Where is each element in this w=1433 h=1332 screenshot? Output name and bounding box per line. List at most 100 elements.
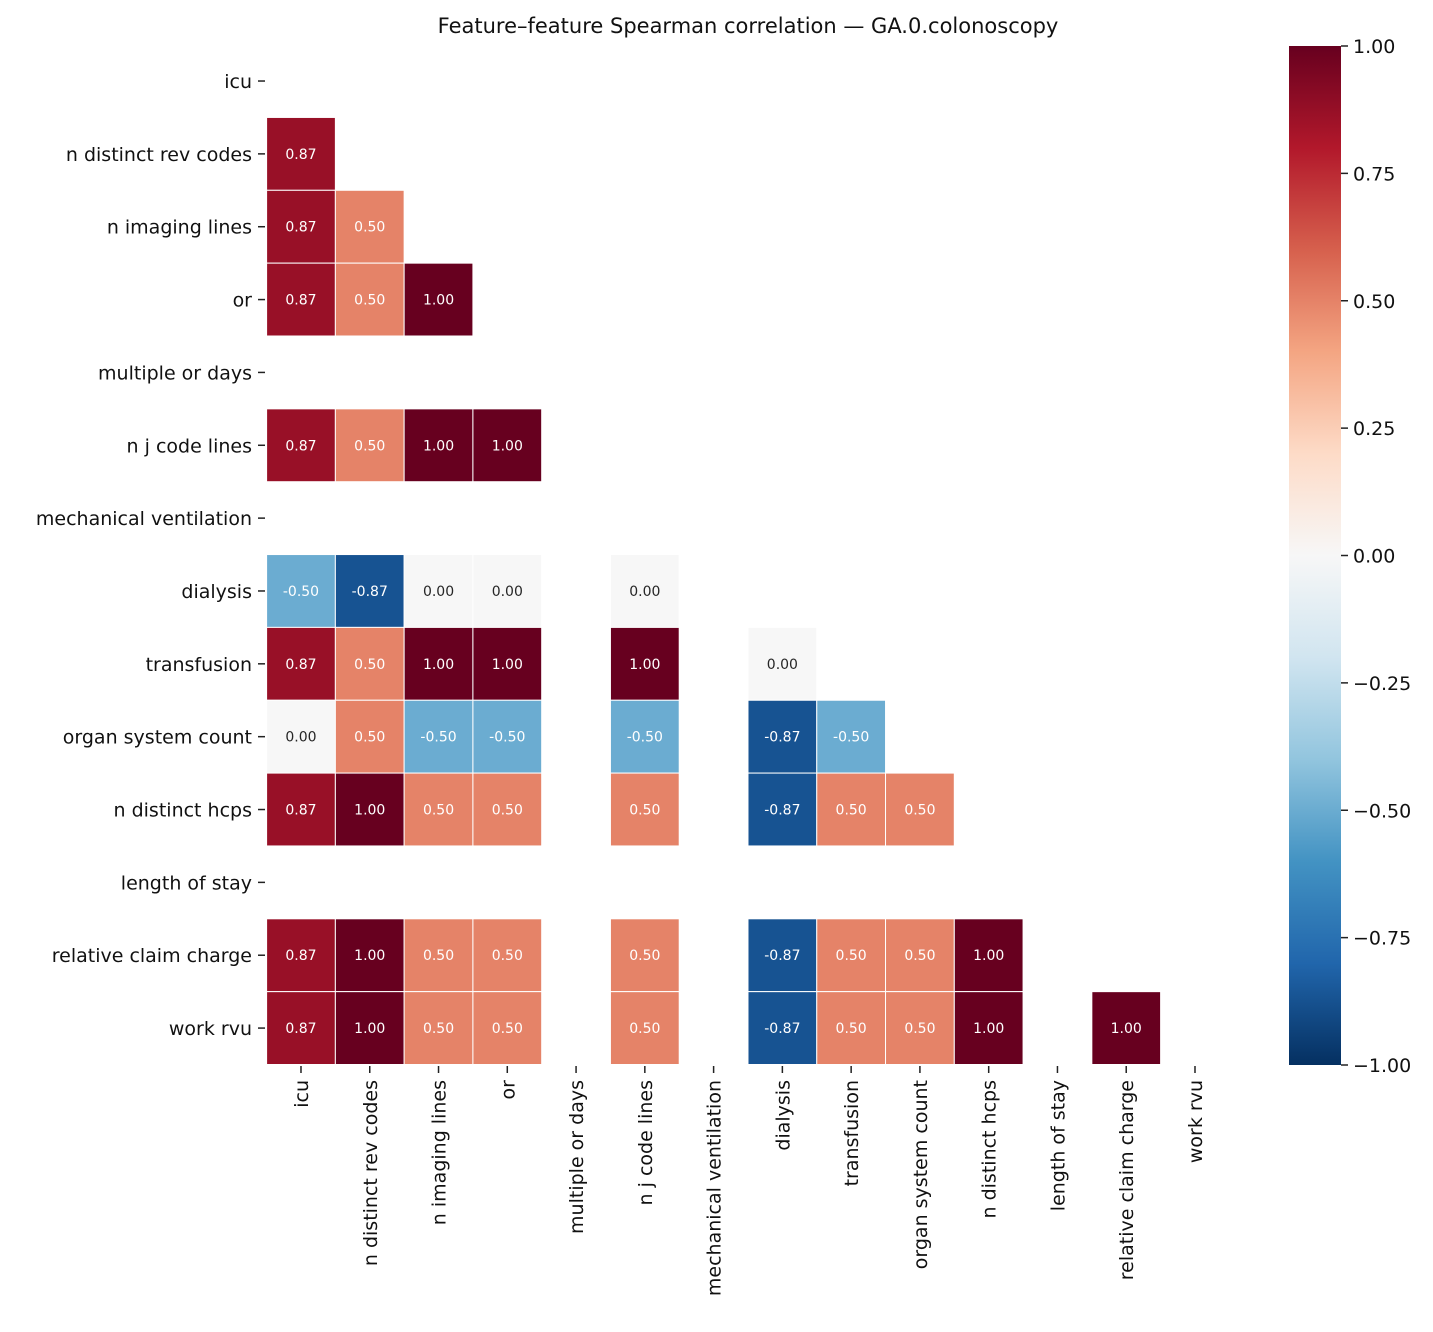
cell-annotation: 1.00 [354,803,385,819]
y-tick-label: n distinct rev codes [66,144,252,166]
heatmap-cell [953,918,1024,993]
heatmap-cell [747,918,818,993]
heatmap-cell [334,408,405,483]
y-tick-label: n distinct hcps [114,800,252,822]
cell-annotation: -0.50 [833,730,869,746]
cell-annotation: -0.87 [764,730,800,746]
y-tick-label: work rvu [169,1018,252,1040]
x-tick-label: icu [291,1080,313,1108]
heatmap-cell [266,918,336,993]
cell-annotation: -0.87 [764,803,800,819]
cell-annotation: 0.87 [285,147,316,163]
heatmap-cell [747,991,818,1066]
x-tick-label: mechanical ventilation [704,1080,726,1296]
colorbar-tick-label: −1.00 [1353,1055,1411,1077]
cell-annotation: 0.87 [285,220,316,236]
x-axis-labels: icu n distinct rev codes n imaging lines or… [291,1066,1207,1296]
cell-annotation: 1.00 [973,1021,1004,1037]
y-tick-label: multiple or days [98,362,252,384]
cell-annotation: 0.50 [354,730,385,746]
cell-annotation: 1.00 [423,657,454,673]
x-tick-label: multiple or days [566,1080,588,1234]
cell-annotation: 0.50 [836,803,867,819]
colorbar-tick-label: −0.75 [1353,928,1411,950]
y-axis-labels: icu n distinct rev codes n imaging lines or… [36,71,265,1040]
y-tick-label: length of stay [121,872,252,894]
heatmap-cell [1091,991,1162,1066]
cell-annotation: 0.50 [836,948,867,964]
x-tick-label: n distinct rev codes [360,1080,382,1266]
heatmap-cell [472,699,543,774]
heatmap-cell [816,918,887,993]
y-tick-label: n j code lines [127,435,252,457]
cell-annotation: 0.50 [354,657,385,673]
heatmap-cell [472,408,543,483]
cell-annotation: 0.50 [423,948,454,964]
colorbar: −1.00 −0.75 −0.50 −0.25 0.00 0.25 0.50 0.75 1.00 [1289,36,1411,1077]
cell-annotation: 0.50 [423,803,454,819]
cell-annotation: 0.50 [492,1021,523,1037]
cell-annotation: 0.87 [285,948,316,964]
heatmap-cell [816,699,887,774]
cell-annotation: 1.00 [354,948,385,964]
y-tick-label: transfusion [146,654,252,676]
y-tick-label: relative claim charge [52,945,252,967]
y-tick-label: icu [224,71,252,93]
y-tick-label: organ system count [63,727,252,749]
cell-annotation: 0.50 [629,1021,660,1037]
cell-annotation: 0.00 [285,730,316,746]
cell-annotation: 0.50 [629,803,660,819]
heatmap-cell [472,991,543,1066]
cell-annotation: 0.50 [836,1021,867,1037]
y-tick-label: or [233,290,253,312]
cell-annotation: 0.00 [492,584,523,600]
colorbar-tick-label: 1.00 [1353,36,1395,58]
cell-annotation: 1.00 [492,657,523,673]
colorbar-tick-label: 0.50 [1353,291,1395,313]
cell-annotation: 1.00 [492,438,523,454]
chart-title: Feature–feature Spearman correlation — G… [438,14,1059,38]
heatmap-cell [334,626,405,701]
cell-annotation: -0.87 [352,584,388,600]
heatmap-cell [472,918,543,993]
heatmap-cell [403,918,474,993]
heatmap-cell [747,772,818,847]
heatmap-cell [472,772,543,847]
colorbar-tick-label: −0.50 [1353,800,1411,822]
heatmap-cell [403,262,474,337]
x-tick-label: dialysis [772,1080,794,1151]
cell-annotation: 0.50 [354,438,385,454]
x-tick-label: work rvu [1185,1080,1207,1163]
heatmap-cell [334,918,405,993]
cell-annotation: 0.87 [285,657,316,673]
heatmap-cell [403,991,474,1066]
cell-annotation: -0.50 [420,730,456,746]
cell-annotation: -0.87 [764,948,800,964]
heatmap-cell [334,189,405,264]
heatmap-cell [609,991,680,1066]
colorbar-tick-label: 0.25 [1353,418,1395,440]
heatmap-cell [472,554,543,628]
heatmap-cell [403,626,474,701]
heatmap-cell [953,991,1024,1066]
heatmap-cells: 0.87 0.87 0.50 0.87 0.50 1.00 0.87 0.50 1.00 1.00… [266,116,1162,1066]
x-tick-label: n imaging lines [429,1080,451,1225]
cell-annotation: 0.50 [492,803,523,819]
cell-annotation: 0.50 [492,948,523,964]
x-tick-label: relative claim charge [1116,1080,1138,1280]
y-tick-label: dialysis [181,581,252,603]
heatmap-cell [266,991,336,1066]
cell-annotation: 0.87 [285,293,316,309]
heatmap-cell [266,262,336,337]
heatmap-cell [334,991,405,1066]
cell-annotation: 0.50 [904,1021,935,1037]
heatmap-cell [334,554,405,628]
heatmap-cell [266,189,336,264]
cell-annotation: -0.50 [283,584,319,600]
cell-annotation: 0.00 [629,584,660,600]
x-tick-label: length of stay [1047,1080,1069,1211]
cell-annotation: 1.00 [423,293,454,309]
cell-annotation: 0.50 [423,1021,454,1037]
cell-annotation: -0.50 [627,730,663,746]
